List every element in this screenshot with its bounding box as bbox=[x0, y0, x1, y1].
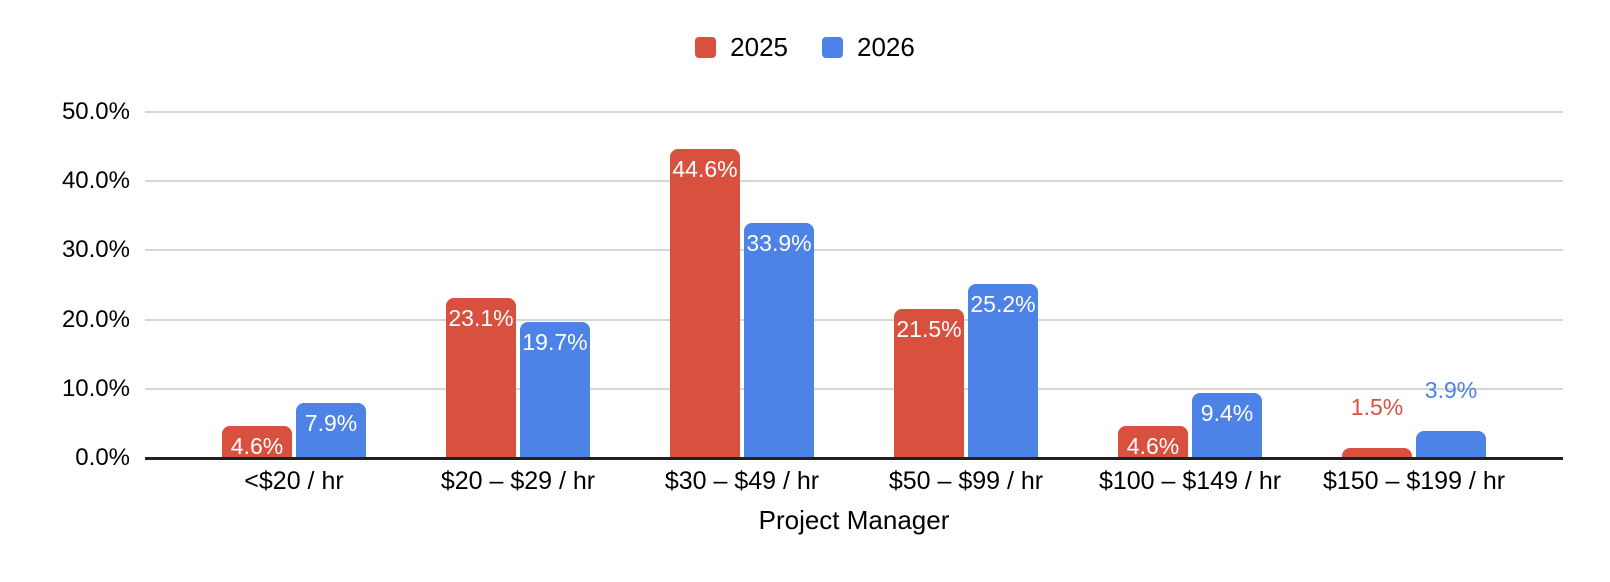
legend-label: 2025 bbox=[730, 32, 788, 62]
bar-2026[interactable]: 7.9% bbox=[296, 403, 366, 458]
gridline bbox=[145, 318, 1563, 321]
legend-item-2026[interactable]: 2026 bbox=[822, 34, 915, 60]
legend-label: 2026 bbox=[857, 32, 915, 62]
legend-swatch-icon bbox=[822, 36, 843, 58]
x-axis-title: Project Manager bbox=[758, 505, 950, 535]
data-label: 9.4% bbox=[1200, 399, 1254, 426]
x-category-label: $50 – $99 / hr bbox=[888, 467, 1044, 495]
data-label: 7.9% bbox=[304, 410, 358, 437]
bar-group: 44.6% 33.9% bbox=[670, 149, 814, 458]
x-category-label: <$20 / hr bbox=[244, 467, 344, 495]
bar-2025[interactable]: 1.5% bbox=[1342, 394, 1412, 458]
data-label: 33.9% bbox=[746, 230, 812, 257]
bar-2025[interactable]: 4.6% bbox=[222, 426, 292, 460]
gridline bbox=[145, 180, 1563, 183]
y-tick-label: 0.0% bbox=[75, 444, 130, 471]
bar-2025[interactable]: 44.6% bbox=[670, 149, 740, 458]
data-label: 3.9% bbox=[1424, 377, 1478, 404]
x-category-label: $30 – $49 / hr bbox=[664, 467, 820, 495]
plot-area: 0.0% 10.0% 20.0% 30.0% 40.0% 50.0% 4.6% 7.9% 23.… bbox=[62, 98, 1563, 471]
bar-2025[interactable]: 23.1% bbox=[446, 298, 516, 458]
data-label: 21.5% bbox=[896, 316, 962, 343]
data-label: 1.5% bbox=[1350, 393, 1404, 420]
bar-2026[interactable]: 3.9% bbox=[1416, 377, 1486, 458]
y-tick-label: 50.0% bbox=[61, 98, 130, 125]
bar-2026[interactable]: 19.7% bbox=[520, 321, 590, 458]
y-tick-label: 20.0% bbox=[61, 305, 130, 333]
x-axis-line bbox=[145, 457, 1563, 460]
bar-2026[interactable]: 25.2% bbox=[968, 283, 1038, 458]
data-label: 44.6% bbox=[672, 156, 738, 183]
y-tick-label: 10.0% bbox=[61, 374, 130, 402]
x-category-label: $20 – $29 / hr bbox=[440, 467, 596, 495]
bar-2025[interactable]: 21.5% bbox=[894, 309, 964, 458]
bar-group: 23.1% 19.7% bbox=[446, 298, 590, 458]
data-label: 25.2% bbox=[970, 290, 1036, 317]
data-label: 23.1% bbox=[448, 305, 514, 332]
data-label: 4.6% bbox=[1126, 433, 1180, 460]
bar-2026[interactable]: 33.9% bbox=[744, 223, 814, 458]
y-tick-label: 40.0% bbox=[61, 167, 130, 195]
bar-group: 21.5% 25.2% bbox=[894, 283, 1038, 458]
y-tick-label: 30.0% bbox=[61, 236, 130, 264]
legend-item-2025[interactable]: 2025 bbox=[695, 34, 788, 60]
x-category-label: $150 – $199 / hr bbox=[1322, 467, 1506, 495]
gridline bbox=[145, 387, 1563, 390]
bar-2026[interactable]: 9.4% bbox=[1192, 392, 1262, 458]
data-label: 19.7% bbox=[522, 328, 588, 355]
legend-swatch-icon bbox=[695, 36, 717, 58]
bar-group: 4.6% 9.4% bbox=[1118, 392, 1262, 460]
bar-group: 1.5% 3.9% bbox=[1342, 377, 1486, 458]
data-label: 4.6% bbox=[230, 433, 284, 460]
gridline bbox=[145, 249, 1563, 252]
x-axis-category-labels: <$20 / hr $20 – $29 / hr $30 – $49 / hr $50… bbox=[0, 466, 1610, 496]
chart-legend: 2025 2026 bbox=[0, 34, 1610, 60]
x-category-label: $100 – $149 / hr bbox=[1098, 467, 1282, 495]
bar-group: 4.6% 7.9% bbox=[222, 403, 366, 460]
gridline bbox=[145, 111, 1563, 113]
bar-2025[interactable]: 4.6% bbox=[1118, 426, 1188, 460]
